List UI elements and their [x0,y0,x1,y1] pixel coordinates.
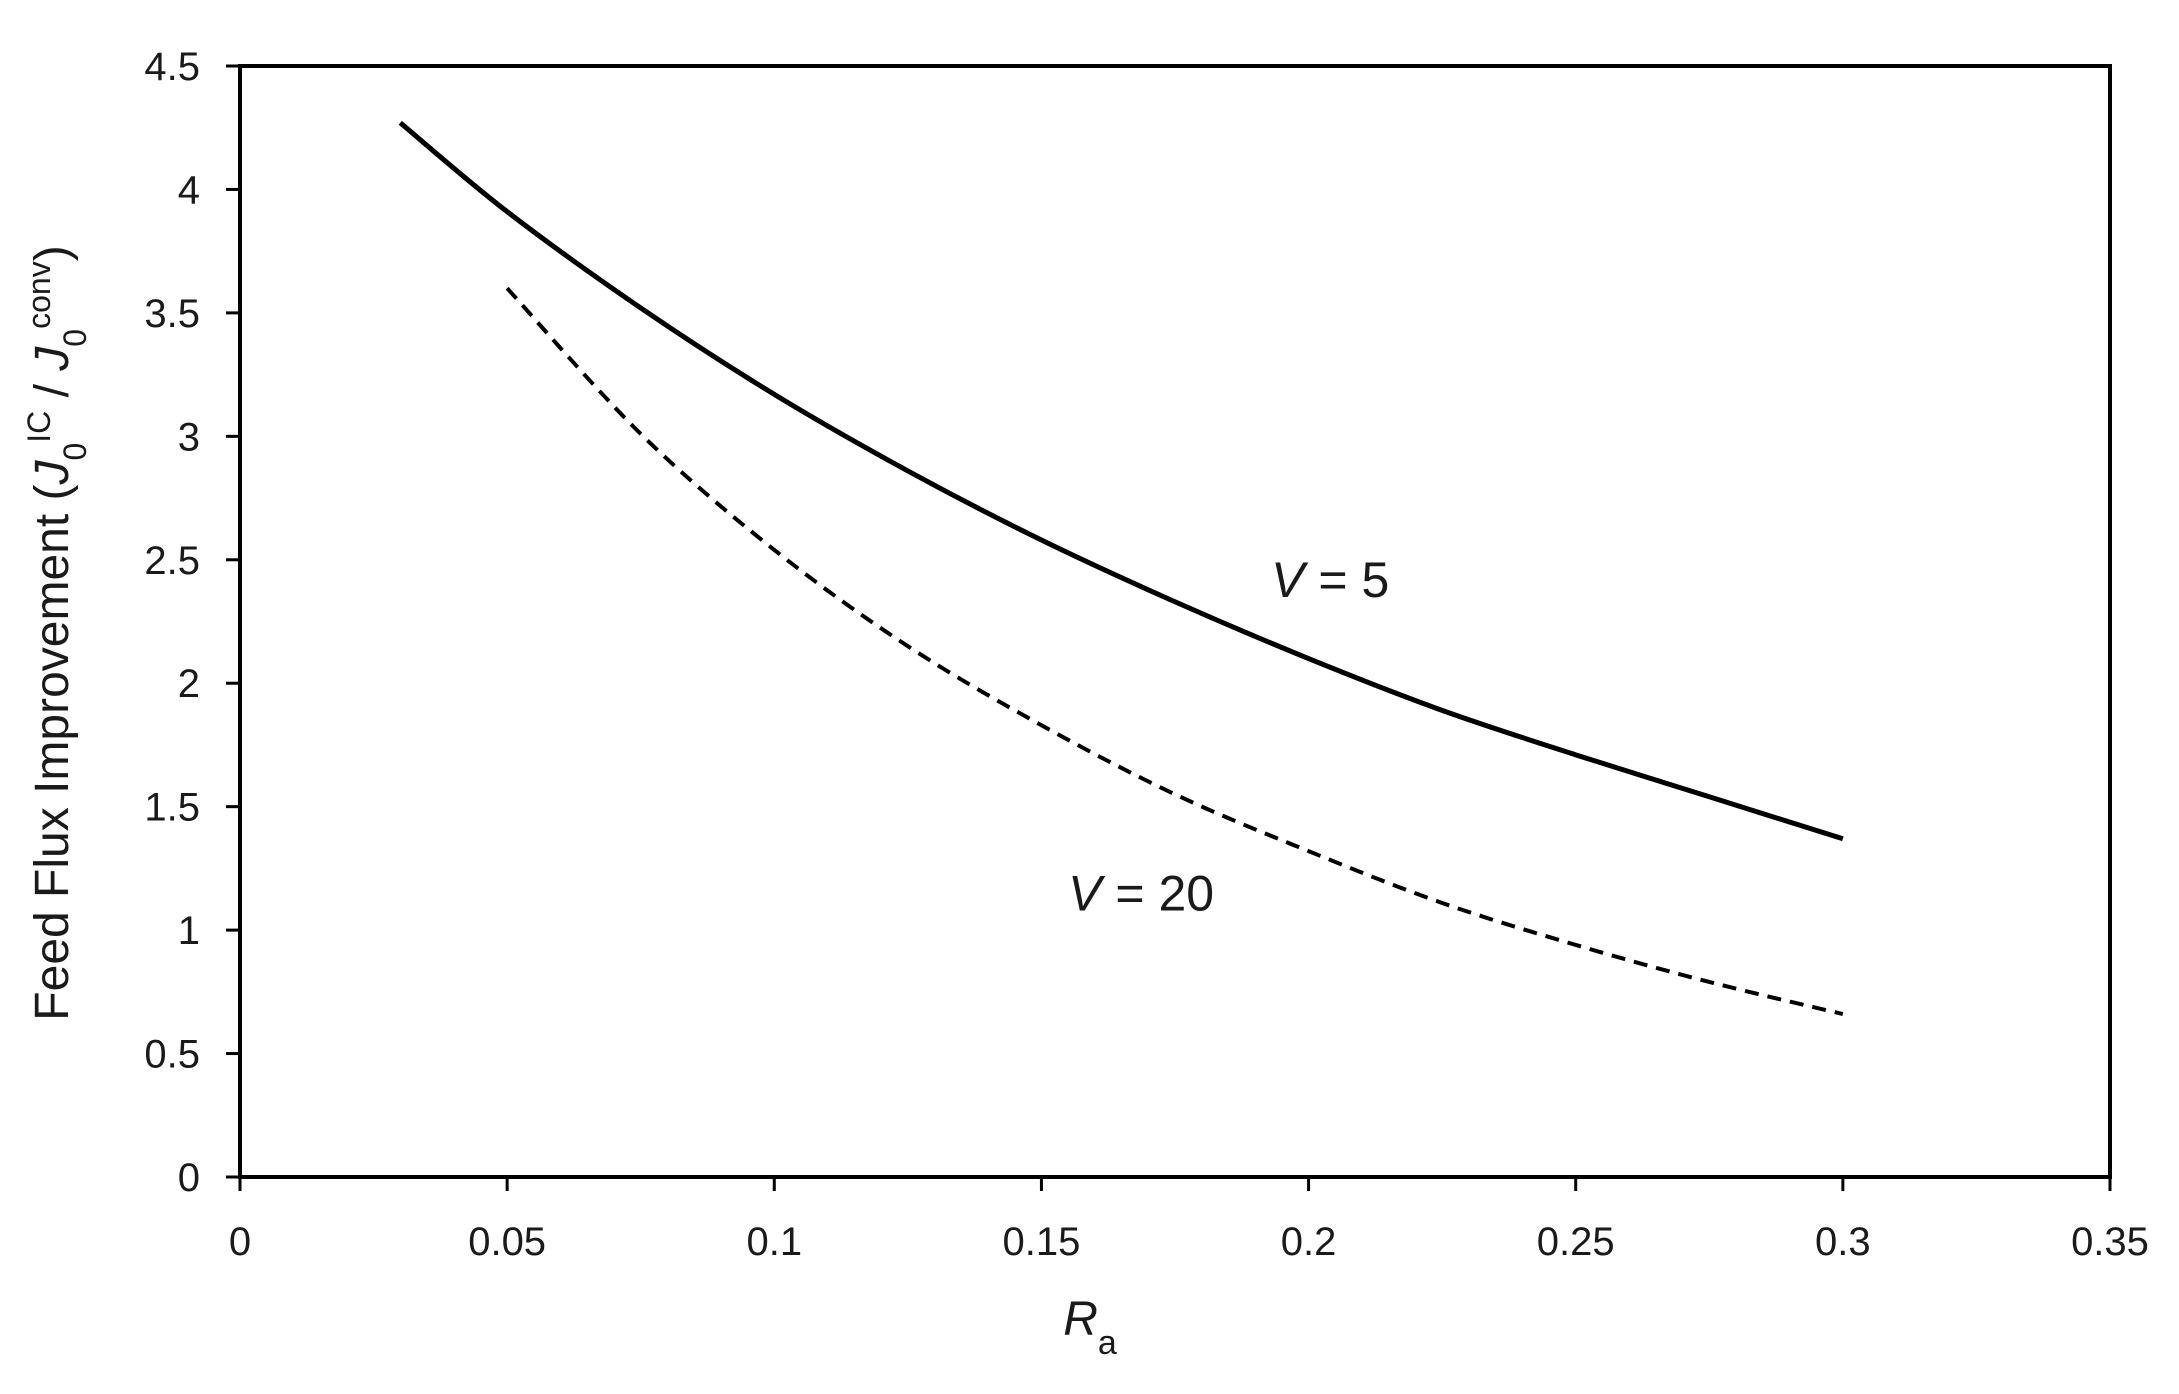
y-tick-label: 0 [178,1156,200,1200]
y-tick-label: 4.5 [144,45,200,89]
y-tick-label: 0.5 [144,1033,200,1077]
x-tick-label: 0.2 [1281,1220,1337,1264]
x-tick-label: 0.05 [468,1220,546,1264]
y-tick-label: 1.5 [144,786,200,830]
y-tick-label: 2 [178,662,200,706]
x-tick-label: 0 [229,1220,251,1264]
plot-area-frame [238,64,2112,1179]
y-tick-label: 2.5 [144,539,200,583]
y-tick-label: 3 [178,415,200,459]
x-tick-label: 0.15 [1002,1220,1080,1264]
curve-annotation: V = 20 [1068,865,1214,921]
y-tick-label: 4 [178,168,200,212]
curve-annotation: V = 5 [1271,552,1389,608]
x-tick-label: 0.35 [2071,1220,2149,1264]
y-axis-title: Feed Flux Improvement (J0IC / J0conv) [21,245,93,1020]
series-line-solid [398,120,1844,842]
x-tick-label: 0.1 [746,1220,802,1264]
x-tick-label: 0.3 [1815,1220,1871,1264]
x-tick-label: 0.25 [1537,1220,1615,1264]
y-tick-label: 1 [178,909,200,953]
series-line-dashed [505,286,1844,1016]
x-axis-title: Ra [1063,1293,1117,1362]
y-tick-label: 3.5 [144,292,200,336]
